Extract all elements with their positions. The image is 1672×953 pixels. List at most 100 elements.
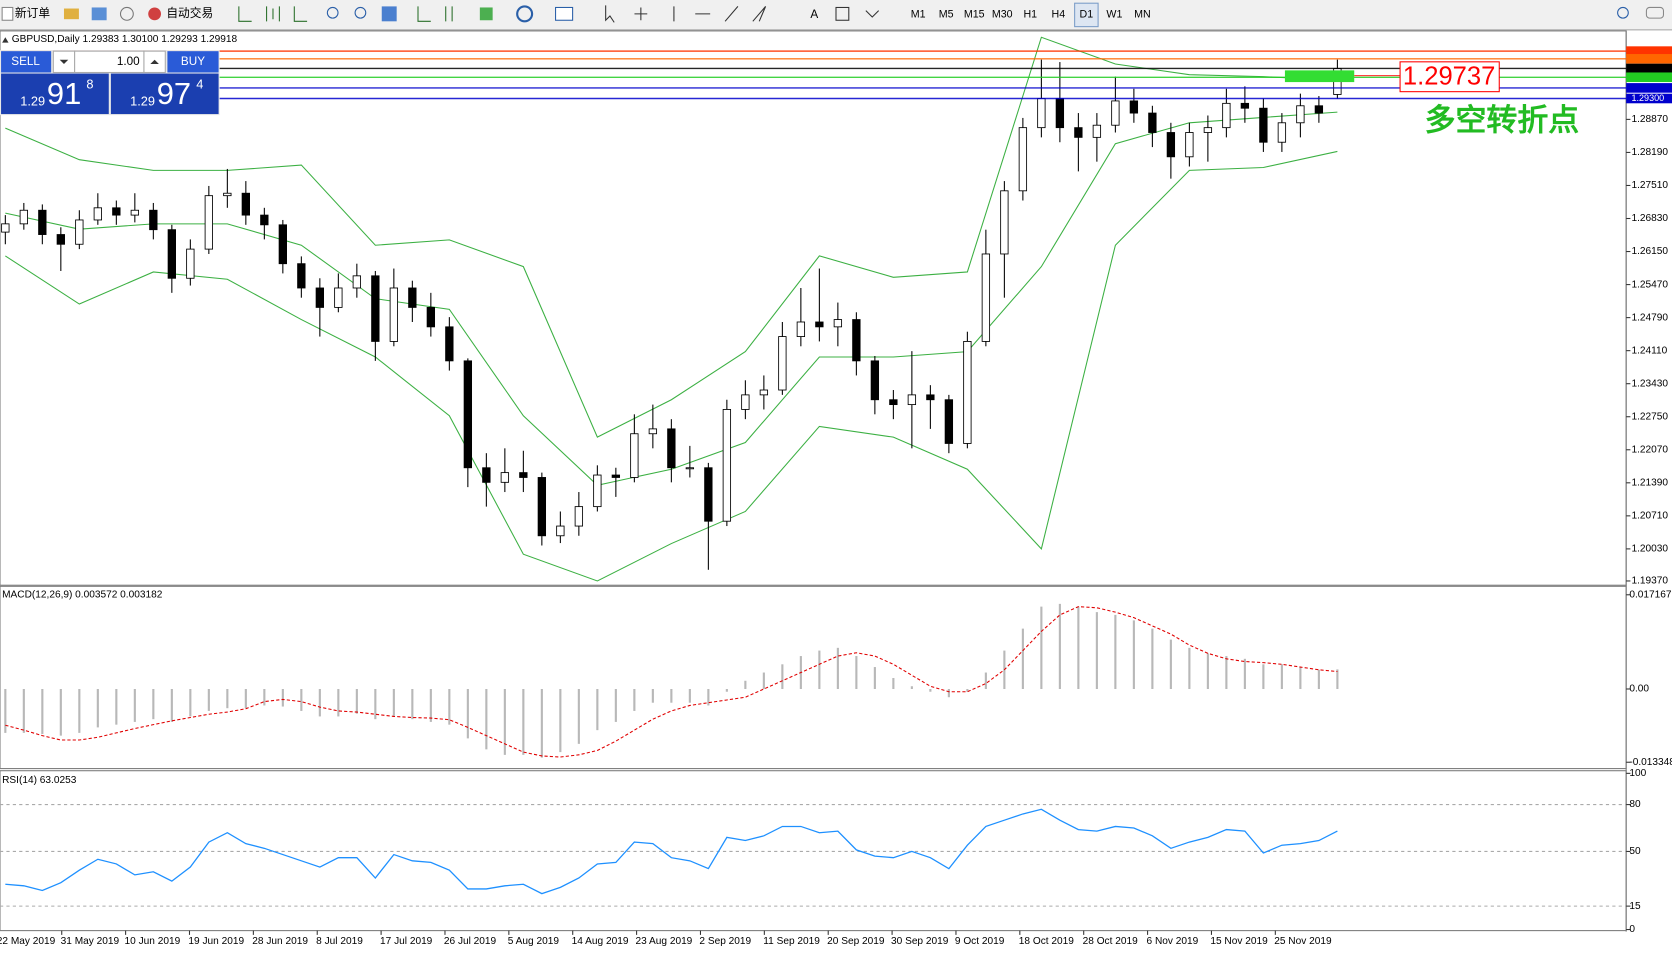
candle-body xyxy=(500,472,510,483)
new-order-icon[interactable] xyxy=(1,6,14,21)
timeframe-button[interactable]: W1 xyxy=(1106,9,1122,21)
x-tick-label: 2 Sep 2019 xyxy=(699,936,751,947)
timeframe-button[interactable]: M1 xyxy=(911,9,926,21)
candle-body xyxy=(981,253,991,342)
x-tick-label: 10 Jun 2019 xyxy=(125,936,181,947)
chat-icon[interactable] xyxy=(1645,6,1665,19)
text-tool[interactable]: A xyxy=(810,8,818,21)
x-tick-label: 14 Aug 2019 xyxy=(572,936,629,947)
up-arrow xyxy=(150,59,159,64)
timeframe-button[interactable]: MN xyxy=(1134,9,1151,21)
buy-price-fraction[interactable]: 4 xyxy=(196,77,203,92)
collapse-arrow[interactable] xyxy=(2,37,9,43)
candle-body xyxy=(1055,98,1065,129)
candle-body xyxy=(1166,132,1176,158)
y-tick-label: 0.017167 xyxy=(1629,589,1672,600)
buy-price-box[interactable] xyxy=(110,73,219,115)
candle-body xyxy=(130,209,139,216)
candle-body xyxy=(1092,124,1102,138)
y-tick-label: 1.23430 xyxy=(1631,378,1668,389)
trade-panel: SELL 1.00 BUY 1.29 91 8 1.29 97 4 xyxy=(0,50,220,116)
candle-body xyxy=(1240,102,1250,109)
candle-body xyxy=(223,192,232,197)
timeframe-button[interactable]: D1 xyxy=(1080,9,1094,21)
sell-price-pips[interactable]: 91 xyxy=(47,76,81,111)
icon[interactable] xyxy=(91,7,107,21)
timeframe-button[interactable]: H1 xyxy=(1023,9,1037,21)
candle-body xyxy=(1296,105,1305,124)
candle-body xyxy=(75,219,84,245)
date-axis: 22 May 2019 31 May 2019 10 Jun 2019 19 Jun … xyxy=(0,930,1332,947)
zoom-in[interactable] xyxy=(326,6,339,19)
templates-icon[interactable] xyxy=(555,6,574,21)
tile-icon[interactable] xyxy=(381,6,397,22)
candle-body xyxy=(778,336,787,391)
periods-icon[interactable] xyxy=(516,5,534,23)
timeframe-button[interactable]: M5 xyxy=(939,9,954,21)
candle-body xyxy=(389,287,399,342)
x-tick-label: 5 Aug 2019 xyxy=(508,936,560,947)
candle-body xyxy=(537,477,547,537)
indicators-icon[interactable] xyxy=(479,7,493,21)
sell-price-box[interactable] xyxy=(1,73,109,115)
candle-body xyxy=(38,209,47,235)
buy-price-pips[interactable]: 97 xyxy=(157,76,191,111)
zoom-out[interactable] xyxy=(354,6,367,19)
candle-body xyxy=(648,428,658,435)
candle-body xyxy=(1185,132,1194,158)
x-tick-label: 15 Nov 2019 xyxy=(1210,936,1268,947)
price-level-tag xyxy=(1626,54,1672,64)
drawing-tools[interactable] xyxy=(605,5,767,23)
chart-type-icons[interactable] xyxy=(238,6,308,22)
sell-price-fraction[interactable]: 8 xyxy=(86,77,93,92)
timeframe-button[interactable]: H4 xyxy=(1052,9,1066,21)
candle-body xyxy=(56,234,65,245)
candle-body xyxy=(186,248,195,279)
buy-price-big[interactable]: 1.29 xyxy=(130,94,155,109)
main-chart xyxy=(0,36,1627,582)
candle-body xyxy=(482,467,491,483)
x-tick-label: 20 Sep 2019 xyxy=(827,936,885,947)
chart-title: GBPUSD,Daily 1.29383 1.30100 1.29293 1.2… xyxy=(12,34,238,45)
auto-trading-button[interactable]: 自动交易 xyxy=(166,6,213,20)
timeframe-button[interactable]: M15 xyxy=(964,9,985,21)
price-level-tag xyxy=(1626,93,1672,104)
candle-body xyxy=(889,399,898,406)
price-level-tag xyxy=(1626,72,1672,83)
new-order-button[interactable]: 新订单 xyxy=(15,6,50,20)
candle-body xyxy=(926,394,935,401)
candle-body xyxy=(445,326,454,362)
auto-trading-icon[interactable] xyxy=(148,7,162,21)
y-tick-label: 80 xyxy=(1629,799,1641,810)
down-arrow xyxy=(59,59,69,64)
candle-body xyxy=(1314,105,1324,114)
candle-body xyxy=(722,409,732,522)
lot-value[interactable]: 1.00 xyxy=(117,55,140,68)
label-tool[interactable] xyxy=(835,6,850,21)
candle-body xyxy=(204,195,213,250)
scroll-icons[interactable] xyxy=(417,6,453,22)
sell-button[interactable] xyxy=(1,51,52,73)
y-tick-label: 1.26150 xyxy=(1631,246,1668,257)
search-icon[interactable] xyxy=(1617,6,1629,19)
buy-label[interactable]: BUY xyxy=(181,55,205,68)
candle-body xyxy=(1259,107,1268,143)
candle-body xyxy=(1000,190,1009,255)
candle-body xyxy=(630,433,639,478)
icon[interactable] xyxy=(119,6,134,21)
y-tick-label: 1.22070 xyxy=(1631,444,1668,455)
price-axis: 1.28870 1.28190 1.27510 1.26830 1.26150 1.254… xyxy=(1626,46,1672,935)
arrow-tool[interactable] xyxy=(865,10,880,18)
highlight-box xyxy=(1284,70,1355,83)
timeframe-button[interactable]: M30 xyxy=(992,9,1013,21)
x-tick-label: 26 Jul 2019 xyxy=(444,936,497,947)
candle-body xyxy=(371,275,380,342)
sell-label[interactable]: SELL xyxy=(11,55,40,68)
y-tick-label: 1.24110 xyxy=(1631,345,1667,356)
active-timeframe-box xyxy=(1074,2,1099,28)
buy-button[interactable] xyxy=(167,51,219,73)
icon[interactable] xyxy=(63,8,79,20)
candle-body xyxy=(1148,112,1157,133)
sell-price-big[interactable]: 1.29 xyxy=(20,94,45,109)
y-tick-label: 0 xyxy=(1629,924,1635,935)
